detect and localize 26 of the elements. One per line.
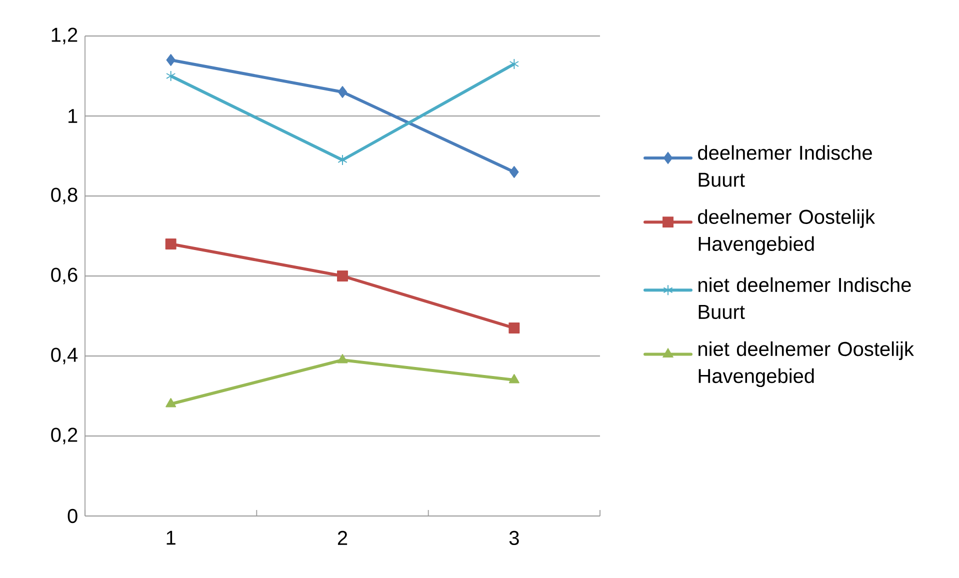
point	[337, 354, 348, 364]
y-tick-label: 0,6	[51, 268, 78, 284]
point	[508, 374, 520, 384]
point	[338, 154, 348, 166]
point	[165, 238, 176, 250]
legend-label: deelnemer Indische Buurt	[698, 145, 872, 187]
y-tick-label: 1,2	[52, 28, 78, 44]
point	[166, 54, 176, 66]
point	[338, 86, 348, 98]
y-tick-label: 0	[68, 508, 78, 524]
point	[166, 70, 176, 82]
point	[510, 166, 519, 178]
point	[509, 58, 519, 70]
legend-label: deelnemer Oostelijk Havengebied	[698, 209, 876, 255]
point	[166, 398, 176, 408]
legend-label: niet deelnemer Oostelijk Havengebied	[698, 341, 914, 388]
x-tick-label: 3	[509, 530, 519, 546]
y-tick-label: 0,4	[51, 348, 78, 364]
point	[508, 322, 520, 334]
y-tick-label: 1	[68, 109, 78, 123]
x-tick-label: 1	[166, 530, 176, 545]
y-tick-label: 0,8	[51, 188, 78, 204]
legend-label: niet deelnemer Indische Buurt	[698, 277, 911, 320]
x-tick-label: 2	[338, 530, 348, 545]
point	[337, 270, 348, 282]
y-tick-label: 0,2	[51, 428, 78, 444]
